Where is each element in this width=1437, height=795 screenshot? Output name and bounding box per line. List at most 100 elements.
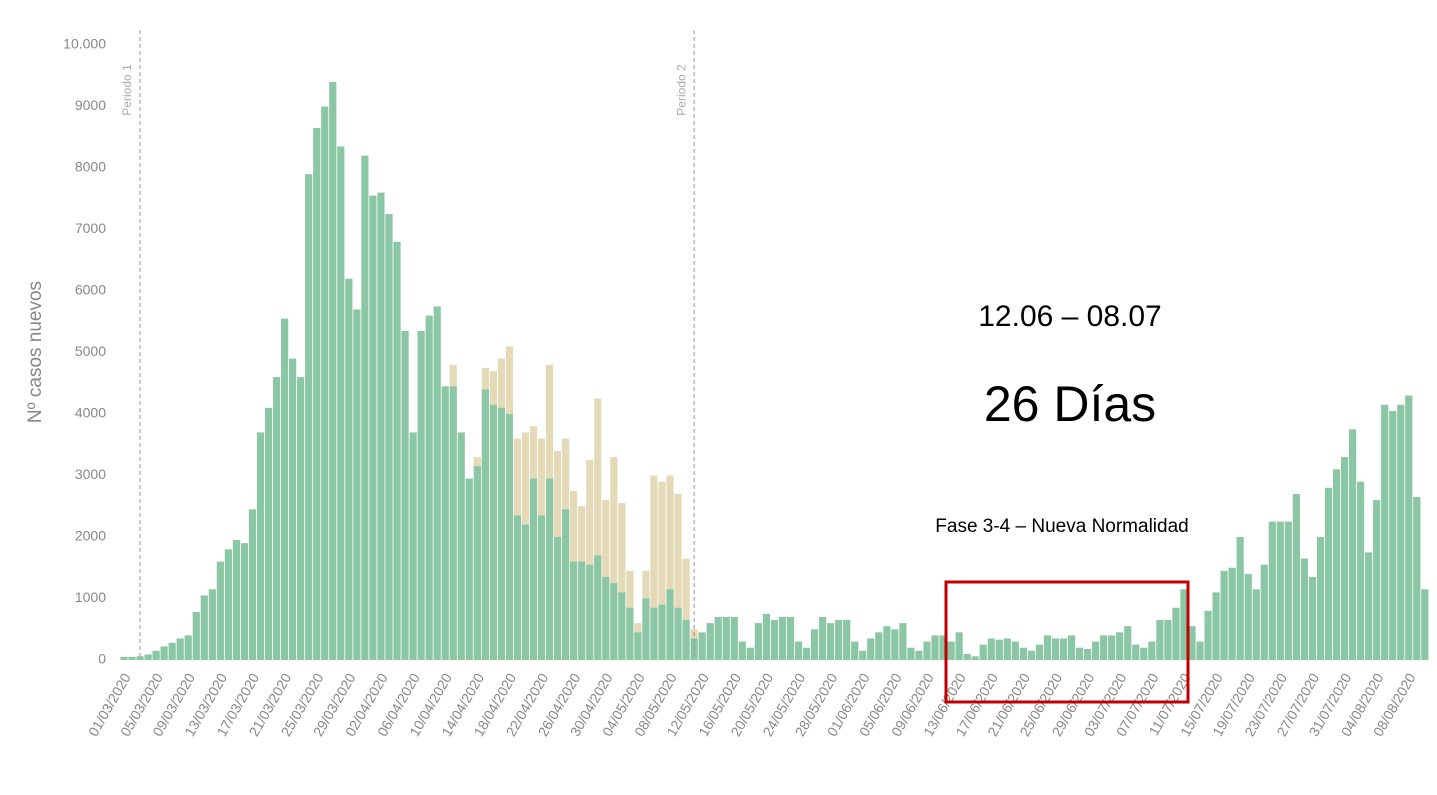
bar	[802, 647, 811, 660]
bar	[875, 632, 883, 660]
bar	[1011, 641, 1019, 660]
bar	[1373, 500, 1381, 660]
bar	[136, 656, 144, 660]
bar	[184, 635, 192, 660]
bar	[353, 309, 361, 660]
bar	[313, 128, 321, 660]
bar	[489, 404, 497, 660]
bar	[746, 647, 754, 660]
bar	[658, 604, 666, 660]
bar	[289, 358, 297, 660]
bar	[465, 478, 473, 660]
bar	[297, 377, 305, 660]
bar	[851, 641, 859, 660]
bar	[176, 638, 184, 660]
bar	[1156, 620, 1164, 660]
bar	[618, 592, 626, 660]
bar	[1092, 641, 1100, 660]
y-tick-label: 9000	[75, 97, 106, 113]
bar	[128, 656, 136, 660]
bar	[939, 635, 947, 660]
bar	[931, 635, 939, 660]
bar	[264, 407, 273, 660]
bar	[1421, 589, 1429, 660]
bar	[1204, 610, 1212, 660]
bar	[1132, 644, 1140, 660]
bar	[923, 641, 931, 660]
period-label: Periodo 2	[674, 64, 688, 116]
bar	[1284, 521, 1292, 660]
bar	[248, 509, 257, 660]
bar	[1300, 558, 1309, 660]
y-tick-label: 1000	[75, 589, 106, 605]
bar	[794, 641, 803, 660]
bar	[754, 623, 762, 660]
bar	[706, 623, 714, 660]
bar	[545, 478, 554, 660]
bar	[1228, 567, 1236, 660]
bar	[377, 192, 385, 660]
bar	[650, 607, 658, 660]
bar	[1405, 395, 1413, 660]
bar	[1164, 620, 1172, 660]
bar	[329, 81, 337, 660]
bar	[570, 561, 578, 660]
bar	[385, 214, 393, 660]
bar	[1116, 632, 1124, 660]
bar	[473, 466, 481, 660]
bar	[1019, 647, 1027, 660]
bar	[1220, 570, 1228, 660]
bar	[1413, 497, 1421, 660]
bar	[1252, 589, 1260, 660]
bar	[1276, 521, 1284, 660]
bar	[674, 607, 682, 660]
bar	[168, 642, 176, 660]
bar	[513, 515, 522, 660]
bar	[778, 616, 787, 660]
bar	[1332, 469, 1341, 660]
bar	[586, 460, 594, 660]
bar	[578, 561, 586, 660]
y-tick-label: 7000	[75, 220, 106, 236]
bar	[891, 629, 899, 660]
y-tick-label: 10.000	[63, 36, 106, 52]
bar	[321, 106, 329, 660]
bar	[634, 632, 642, 660]
bar	[305, 174, 313, 660]
bar	[1075, 647, 1084, 660]
bar	[650, 475, 658, 660]
bar	[859, 650, 867, 660]
bar	[594, 398, 602, 660]
bar	[610, 457, 618, 660]
bar	[505, 414, 514, 660]
bar	[1084, 648, 1092, 660]
bar	[1357, 481, 1365, 660]
range-annotation: 12.06 – 08.07	[978, 300, 1162, 333]
bar	[770, 620, 779, 660]
bar	[963, 653, 971, 660]
bar	[1180, 589, 1188, 660]
bar	[1051, 638, 1060, 660]
bar	[682, 558, 690, 660]
bar	[899, 623, 907, 660]
bar	[1212, 592, 1220, 660]
bar	[1188, 626, 1196, 660]
bar	[1292, 493, 1300, 660]
bar	[208, 589, 216, 660]
bar	[1059, 638, 1068, 660]
bar	[610, 583, 618, 660]
bar	[1100, 635, 1108, 660]
bar	[1027, 650, 1035, 660]
bar	[586, 564, 594, 660]
bar	[915, 650, 923, 660]
bar	[947, 641, 955, 660]
bar	[714, 616, 722, 660]
bar	[216, 561, 224, 660]
bar	[642, 598, 650, 660]
bar	[658, 481, 666, 660]
bar	[810, 629, 819, 660]
bar	[1043, 635, 1052, 660]
y-tick-label: 0	[98, 651, 106, 667]
bar	[1348, 429, 1357, 660]
